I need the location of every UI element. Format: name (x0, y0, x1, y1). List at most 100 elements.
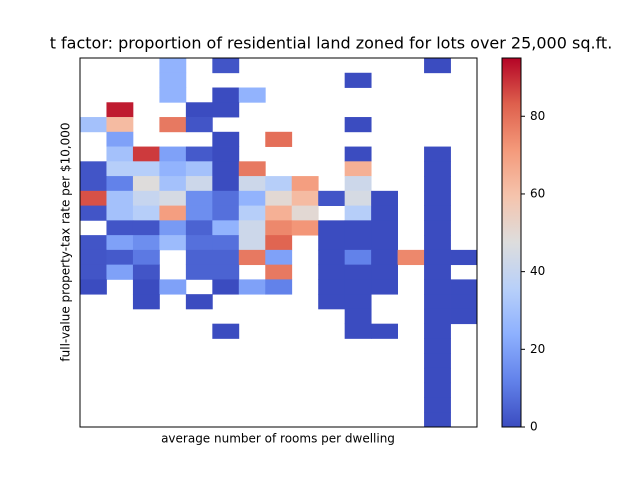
heatmap-cell (424, 294, 451, 310)
heatmap-cell (212, 279, 240, 295)
heatmap-cell (212, 323, 240, 339)
heatmap-cell (212, 102, 240, 118)
heatmap-cell (424, 220, 451, 236)
heatmap-cell (265, 249, 293, 266)
heatmap-cell (106, 235, 134, 251)
heatmap-cell (424, 264, 451, 280)
heatmap-cell (80, 190, 107, 206)
heatmap-cell (132, 235, 160, 251)
heatmap-cell (132, 294, 160, 310)
heatmap-cell (344, 308, 372, 325)
heatmap-cell (424, 353, 451, 369)
heatmap-cell (344, 264, 372, 280)
colorbar-tick-label: 60 (530, 186, 545, 200)
heatmap-cell (212, 264, 240, 280)
heatmap-cell (185, 294, 213, 310)
heatmap-cell (106, 146, 134, 162)
heatmap-cell (212, 205, 240, 221)
heatmap-cell (424, 249, 451, 266)
heatmap-cell (185, 205, 213, 221)
heatmap-cell (212, 161, 240, 177)
heatmap-cell (424, 235, 451, 251)
heatmap-cell (344, 235, 372, 251)
heatmap-cell (80, 176, 107, 192)
heatmap-cell (185, 176, 213, 192)
heatmap-cell (424, 176, 451, 192)
heatmap-cell (159, 190, 187, 206)
heatmap-cell (212, 146, 240, 162)
heatmap-cell (106, 161, 134, 177)
heatmap-cell (424, 58, 451, 74)
heatmap-cell (212, 131, 240, 147)
heatmap-cell (424, 412, 451, 428)
heatmap-cell (344, 117, 372, 133)
heatmap-cell (371, 205, 398, 221)
heatmap-cell (344, 176, 372, 192)
heatmap-cell (185, 220, 213, 236)
colorbar (501, 57, 522, 428)
heatmap-cell (344, 323, 372, 339)
y-axis-label: full-value property-tax rate per $10,000 (59, 122, 73, 361)
heatmap-cell (80, 249, 107, 266)
colorbar-tick-label: 40 (530, 264, 545, 278)
heatmap-cell (291, 190, 319, 206)
chart-title: t factor: proportion of residential land… (50, 34, 613, 53)
colorbar-tick-label: 0 (530, 420, 538, 434)
heatmap-cell (80, 161, 107, 177)
heatmap-cell (424, 190, 451, 206)
heatmap-cell (132, 279, 160, 295)
heatmap-cell (318, 279, 346, 295)
heatmap-cell (132, 220, 160, 236)
heatmap-cell (185, 117, 213, 133)
heatmap-cell (265, 190, 293, 206)
heatmap-cell (159, 205, 187, 221)
heatmap-cell (106, 176, 134, 192)
heatmap-cell (212, 220, 240, 236)
colorbar-tick-label: 20 (530, 342, 545, 356)
heatmap-cell (159, 72, 187, 88)
heatmap-cell (106, 249, 134, 266)
heatmap-cell (424, 367, 451, 384)
heatmap-cell (424, 382, 451, 398)
heatmap-cell (80, 205, 107, 221)
heatmap-cell (265, 176, 293, 192)
heatmap-cell (344, 249, 372, 266)
heatmap-cell (238, 279, 266, 295)
heatmap-cell (371, 235, 398, 251)
heatmap-cell (450, 308, 478, 325)
heatmap-cell (344, 161, 372, 177)
heatmap-cell (344, 205, 372, 221)
heatmap-cell (159, 87, 187, 103)
heatmap-cell (318, 294, 346, 310)
heatmap-cell (132, 264, 160, 280)
heatmap-cell (159, 161, 187, 177)
heatmap-cell (132, 146, 160, 162)
heatmap-cell (80, 235, 107, 251)
heatmap-cell (318, 249, 346, 266)
heatmap-cell (344, 294, 372, 310)
heatmap-cell (106, 205, 134, 221)
heatmap-cell (159, 146, 187, 162)
heatmap-cell (106, 117, 134, 133)
heatmap-cell (424, 323, 451, 339)
heatmap-cell (159, 176, 187, 192)
heatmap-cell (344, 190, 372, 206)
heatmap-cell (132, 176, 160, 192)
heatmap-cell (291, 205, 319, 221)
heatmap-cell (318, 235, 346, 251)
heatmap-cell (424, 279, 451, 295)
plot-frame (79, 57, 478, 428)
heatmap-cell (238, 235, 266, 251)
heatmap-cell (212, 235, 240, 251)
heatmap-cell (185, 102, 213, 118)
heatmap-cell (106, 131, 134, 147)
heatmap-cell (80, 279, 107, 295)
heatmap-cell (318, 264, 346, 280)
heatmap-cell (424, 338, 451, 354)
heatmap-cell (344, 72, 372, 88)
heatmap-cell (159, 220, 187, 236)
heatmap-cell (424, 146, 451, 162)
heatmap-cell (159, 279, 187, 295)
heatmap-cell (185, 146, 213, 162)
